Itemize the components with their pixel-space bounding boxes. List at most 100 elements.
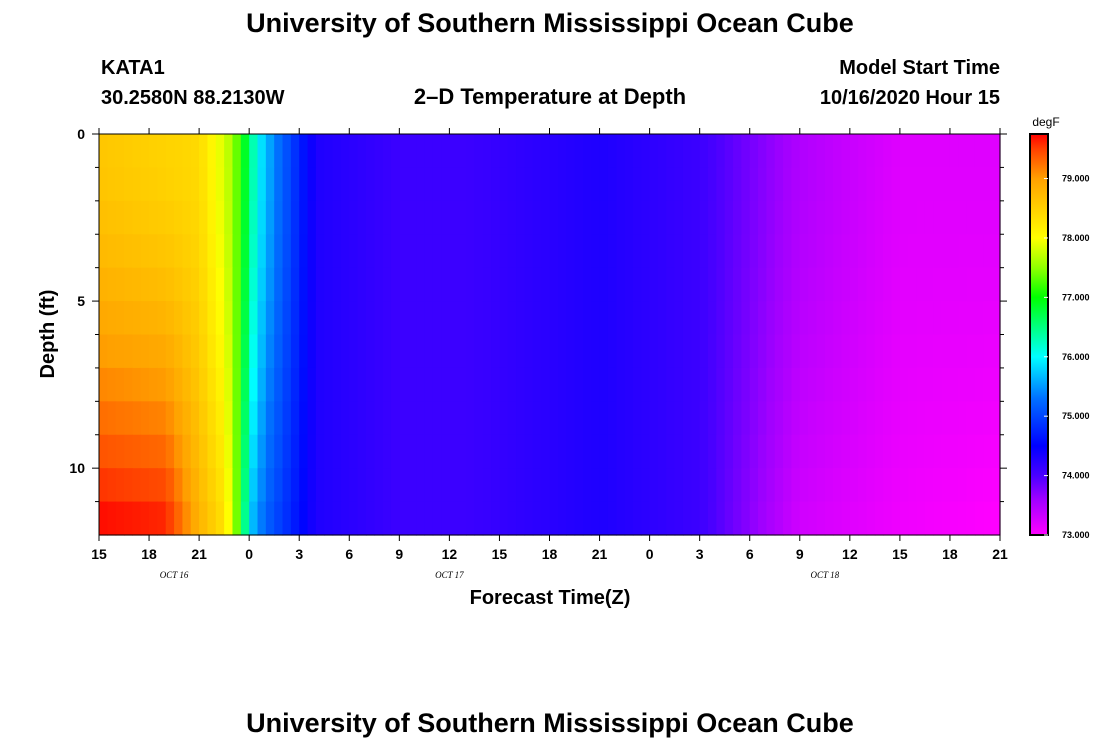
heatmap-cell <box>340 134 350 169</box>
heatmap-cell <box>382 334 392 369</box>
heatmap-cell <box>99 167 108 202</box>
heatmap-cell <box>624 367 634 402</box>
heatmap-cell <box>307 301 317 336</box>
heatmap-cell <box>340 434 350 469</box>
heatmap-cell <box>482 501 492 536</box>
heatmap-cell <box>674 468 684 503</box>
heatmap-cell <box>566 167 576 202</box>
heatmap-cell <box>574 301 584 336</box>
heatmap-cell <box>491 434 501 469</box>
heatmap-cell <box>607 434 617 469</box>
heatmap-cell <box>332 334 342 369</box>
heatmap-cell <box>199 468 209 503</box>
heatmap-cell <box>649 267 659 302</box>
heatmap-cell <box>265 267 275 302</box>
heatmap-cell <box>232 234 242 269</box>
heatmap-cell <box>808 200 818 235</box>
heatmap-cell <box>382 367 392 402</box>
heatmap-cell <box>649 501 659 536</box>
heatmap-cell <box>99 434 108 469</box>
heatmap-cell <box>733 434 742 469</box>
heatmap-cell <box>933 167 943 202</box>
heatmap-cell <box>532 367 542 402</box>
heatmap-cell <box>390 501 400 536</box>
heatmap-cell <box>215 501 225 536</box>
heatmap-cell <box>874 501 884 536</box>
heatmap-cell <box>499 200 509 235</box>
heatmap-cell <box>482 301 492 336</box>
heatmap-cell <box>516 267 526 302</box>
heatmap-cell <box>132 501 142 536</box>
x-tick-label: 9 <box>796 546 804 562</box>
heatmap-cell <box>424 334 434 369</box>
heatmap-cell <box>891 501 901 536</box>
heatmap-cell <box>591 434 601 469</box>
heatmap-cell <box>566 134 576 169</box>
heatmap-cell <box>641 501 651 536</box>
heatmap-cell <box>215 468 225 503</box>
heatmap-cell <box>682 501 692 536</box>
heatmap-cell <box>224 334 234 369</box>
heatmap-cell <box>240 468 250 503</box>
heatmap-cell <box>733 468 742 503</box>
heatmap-cell <box>332 134 342 169</box>
heatmap-cell <box>207 301 217 336</box>
heatmap-cell <box>549 301 559 336</box>
heatmap-cell <box>841 401 851 436</box>
heatmap-cell <box>891 167 901 202</box>
heatmap-cell <box>791 434 801 469</box>
heatmap-cell <box>883 234 893 269</box>
heatmap-cell <box>833 200 843 235</box>
heatmap-cell <box>174 468 184 503</box>
heatmap-cell <box>416 267 425 302</box>
heatmap-cell <box>582 468 592 503</box>
heatmap-cell <box>307 267 317 302</box>
heatmap-cell <box>240 134 250 169</box>
heatmap-cell <box>566 200 576 235</box>
heatmap-cell <box>849 134 859 169</box>
heatmap-cell <box>699 301 709 336</box>
heatmap-cell <box>632 434 642 469</box>
heatmap-cell <box>140 501 150 536</box>
heatmap-cell <box>457 234 467 269</box>
heatmap-cell <box>507 134 517 169</box>
heatmap-cell <box>716 468 726 503</box>
heatmap-cell <box>624 301 634 336</box>
heatmap-cell <box>691 134 701 169</box>
heatmap-cell <box>257 367 267 402</box>
heatmap-cell <box>741 301 751 336</box>
heatmap-cell <box>799 367 809 402</box>
heatmap-cell <box>824 501 834 536</box>
heatmap-cell <box>866 367 876 402</box>
heatmap-cell <box>958 134 968 169</box>
heatmap-cell <box>649 401 659 436</box>
heatmap-cell <box>891 401 901 436</box>
heatmap-cell <box>883 434 893 469</box>
heatmap-cell <box>207 267 217 302</box>
heatmap-cell <box>949 334 959 369</box>
heatmap-cell <box>582 200 592 235</box>
heatmap-cell <box>933 200 943 235</box>
heatmap-cell <box>232 334 242 369</box>
heatmap-cell <box>766 167 776 202</box>
heatmap-cell <box>991 501 1001 536</box>
heatmap-cell <box>407 501 417 536</box>
heatmap-cell <box>682 267 692 302</box>
heatmap-cell <box>666 367 676 402</box>
heatmap-cell <box>541 501 551 536</box>
heatmap-cell <box>107 200 117 235</box>
heatmap-cell <box>833 468 843 503</box>
heatmap-cell <box>582 401 592 436</box>
heatmap-cell <box>691 267 701 302</box>
heatmap-cell <box>958 367 968 402</box>
heatmap-cell <box>432 234 442 269</box>
heatmap-cell <box>99 200 108 235</box>
heatmap-cell <box>499 501 509 536</box>
heatmap-cell <box>607 200 617 235</box>
heatmap-cell <box>124 134 133 169</box>
heatmap-cell <box>457 468 467 503</box>
heatmap-cell <box>265 334 275 369</box>
heatmap-cell <box>374 434 384 469</box>
heatmap-cell <box>674 234 684 269</box>
heatmap-cell <box>507 367 517 402</box>
